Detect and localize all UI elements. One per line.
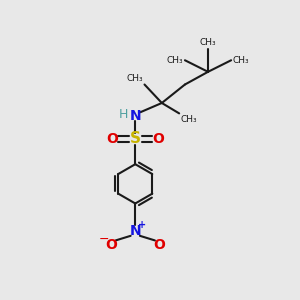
Text: N: N (130, 109, 141, 123)
Text: −: − (99, 233, 109, 246)
Text: CH₃: CH₃ (167, 56, 183, 65)
Text: CH₃: CH₃ (126, 74, 143, 83)
Text: CH₃: CH₃ (200, 38, 216, 47)
Text: CH₃: CH₃ (233, 56, 250, 65)
Text: O: O (152, 132, 164, 146)
Text: +: + (138, 220, 146, 230)
Text: O: O (154, 238, 166, 252)
Text: O: O (105, 238, 117, 252)
Text: CH₃: CH₃ (180, 115, 197, 124)
Text: O: O (106, 132, 118, 146)
Text: H: H (118, 108, 128, 121)
Text: S: S (130, 131, 141, 146)
Text: N: N (130, 224, 141, 238)
